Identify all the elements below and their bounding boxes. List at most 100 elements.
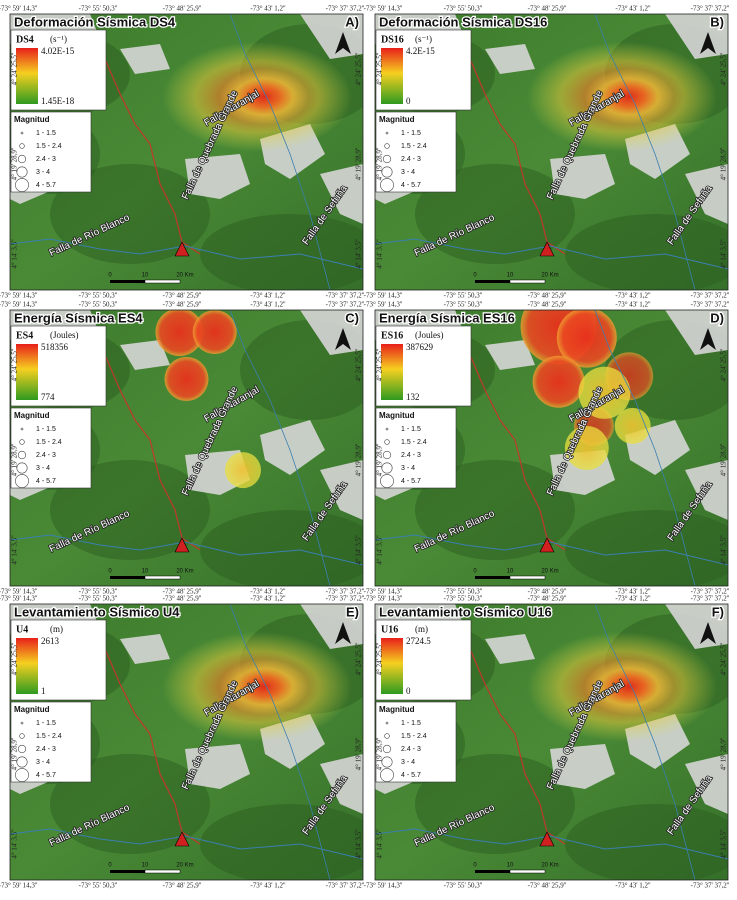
longitude-label: -73° 43' 1,2'' [615, 5, 650, 13]
latitude-label: 4° 14' 3,5'' [11, 535, 19, 564]
longitude-label: -73° 43' 1,2'' [615, 595, 650, 603]
magnitude-title: Magnitud [14, 411, 50, 420]
latitude-label: 4° 19' 28,9'' [355, 738, 363, 771]
heat-zone [578, 366, 631, 419]
magnitude-class: 1 - 1.5 [401, 130, 421, 137]
latitude-label: 4° 14' 3,5'' [376, 239, 384, 268]
river [594, 604, 696, 880]
longitude-label: -73° 55' 50,3'' [444, 588, 483, 596]
longitude-label: -73° 37' 37,2'' [326, 882, 365, 890]
latitude-label: 4° 19' 28,9'' [11, 444, 19, 477]
latitude-label: 4° 24' 25,5'' [11, 53, 19, 86]
legend-unit: (Joules) [50, 330, 79, 340]
legend-unit: (m) [50, 624, 63, 634]
river [594, 14, 696, 290]
road [469, 354, 566, 551]
magnitude-class: 3 - 4 [401, 465, 415, 472]
panel-letter: B) [710, 14, 724, 29]
scale-label: 20 Km [176, 273, 193, 279]
magnitude-symbol [16, 756, 28, 768]
longitude-label: -73° 37' 37,2'' [326, 588, 365, 596]
latitude-label: 4° 24' 25,5'' [376, 349, 384, 382]
latitude-label: 4° 24' 25,5'' [355, 643, 363, 676]
magnitude-title: Magnitud [379, 411, 415, 420]
river [594, 310, 696, 586]
heat-zone [584, 658, 675, 715]
relief [565, 510, 728, 586]
magnitude-class: 2.4 - 3 [401, 156, 421, 163]
north-arrow [335, 328, 351, 350]
scale-label: 0 [108, 569, 112, 575]
river [375, 534, 728, 566]
unmapped-area [685, 460, 728, 520]
scale-label: 0 [473, 569, 477, 575]
magnitude-class: 3 - 4 [401, 169, 415, 176]
longitude-label: -73° 55' 50,3'' [444, 5, 483, 13]
north-arrow [700, 328, 716, 350]
scale-bar [110, 870, 145, 873]
latitude-label: 4° 24' 25,5'' [376, 53, 384, 86]
scale-bar [144, 279, 181, 284]
latitude-label: 4° 24' 25,5'' [355, 53, 363, 86]
longitude-label: -73° 48' 25,9'' [528, 301, 567, 309]
longitude-label: -73° 37' 37,2'' [691, 595, 730, 603]
magnitude-symbol [382, 450, 392, 460]
road [469, 58, 566, 255]
relief [565, 804, 728, 880]
longitude-label: -73° 59' 14,3'' [364, 5, 403, 13]
longitude-label: -73° 43' 1,2'' [250, 588, 285, 596]
legend-variable: ES4 [16, 330, 33, 341]
longitude-label: -73° 48' 25,9'' [528, 588, 567, 596]
longitude-label: -73° 48' 25,9'' [528, 292, 567, 300]
unmapped-area [120, 634, 170, 664]
legend-max: 518356 [41, 342, 69, 352]
magnitude-class: 4 - 5.7 [36, 182, 56, 189]
longitude-label: -73° 43' 1,2'' [250, 292, 285, 300]
magnitude-symbol [380, 768, 394, 782]
longitude-label: -73° 55' 50,3'' [79, 292, 118, 300]
color-ramp [16, 48, 38, 104]
panel-letter: A) [345, 14, 359, 29]
magnitude-class: 1 - 1.5 [36, 426, 56, 433]
longitude-label: -73° 43' 1,2'' [615, 301, 650, 309]
legend-unit: (m) [415, 624, 428, 634]
unmapped-area [550, 154, 615, 199]
longitude-label: -73° 37' 37,2'' [326, 301, 365, 309]
magnitude-symbol [385, 721, 389, 725]
latitude-label: 4° 24' 25,5'' [376, 643, 384, 676]
legend-unit: (Joules) [415, 330, 444, 340]
heat-zone [164, 357, 209, 401]
longitude-label: -73° 48' 25,9'' [163, 292, 202, 300]
scale-label: 20 Km [541, 569, 558, 575]
latitude-label: 4° 19' 28,9'' [376, 738, 384, 771]
longitude-label: -73° 48' 25,9'' [163, 595, 202, 603]
longitude-label: -73° 48' 25,9'' [163, 882, 202, 890]
legend-variable: DS4 [16, 34, 34, 45]
magnitude-symbol [385, 427, 389, 431]
longitude-label: -73° 37' 37,2'' [326, 292, 365, 300]
longitude-label: -73° 59' 14,3'' [0, 588, 37, 596]
magnitude-symbol [15, 474, 29, 488]
latitude-label: 4° 14' 3,5'' [11, 829, 19, 858]
frame [374, 13, 729, 291]
heat-zone [219, 68, 310, 125]
heat-zone [556, 310, 617, 368]
scale-label: 10 [142, 863, 149, 869]
longitude-label: -73° 55' 50,3'' [79, 595, 118, 603]
magnitude-symbol [15, 768, 29, 782]
scale-label: 10 [507, 863, 514, 869]
longitude-label: -73° 59' 14,3'' [0, 292, 37, 300]
legend-variable: ES16 [381, 330, 403, 341]
longitude-label: -73° 48' 25,9'' [528, 595, 567, 603]
unmapped-area [120, 340, 170, 370]
latitude-label: 4° 14' 3,5'' [11, 239, 19, 268]
magnitude-symbol [380, 474, 394, 488]
scale-label: 10 [142, 569, 149, 575]
relief [200, 214, 363, 290]
legend-max: 2724.5 [406, 636, 431, 646]
latitude-label: 4° 24' 25,5'' [11, 349, 19, 382]
